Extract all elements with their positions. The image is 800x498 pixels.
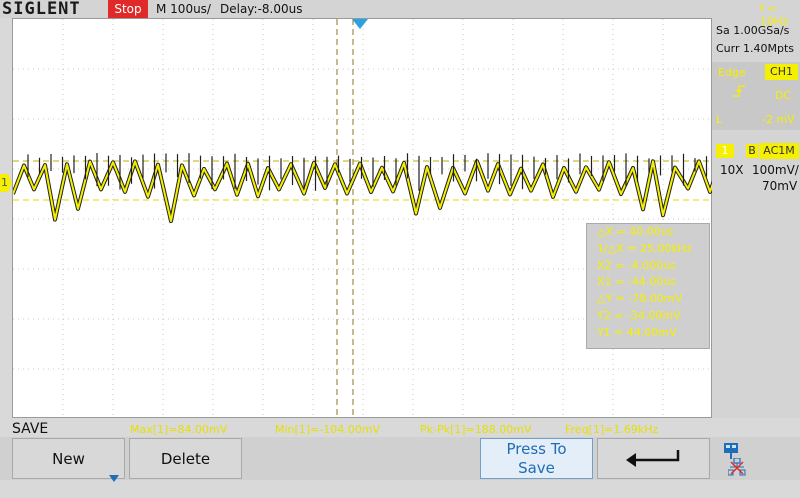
trigger-coupling: DC [775, 89, 792, 102]
channel-number-badge: 1 [716, 144, 734, 158]
cursor-x1: X1 = -44.00us [597, 275, 676, 289]
menu-title: SAVE [12, 421, 49, 437]
trigger-level: -2 mV [762, 113, 795, 126]
rising-edge-icon [732, 84, 746, 101]
probe-ratio: 10X [720, 163, 744, 177]
memory-depth: Curr 1.40Mpts [716, 42, 795, 55]
lan-disconnected-icon [727, 457, 746, 480]
chevron-down-icon [109, 458, 119, 498]
return-arrow-icon [625, 450, 679, 467]
back-button[interactable] [597, 438, 710, 479]
measure-min: Min[1]=-104.00mV [275, 423, 381, 436]
measure-max: Max[1]=84.00mV [130, 423, 228, 436]
channel1-marker-label: 1 [1, 176, 8, 189]
trigger-level-label: L [716, 113, 723, 126]
channel1-trace [13, 160, 713, 223]
waveform-display[interactable] [12, 18, 713, 419]
trigger-frequency: f < 10Hz [760, 2, 789, 28]
channel1-level-marker[interactable]: 1 [0, 174, 12, 192]
new-button-label: New [52, 450, 85, 468]
press-to-save-line1: Press To [506, 440, 567, 458]
delete-button[interactable]: Delete [129, 438, 242, 479]
graticule-grid [13, 19, 713, 419]
cursor-delta-x: △X = 40.00us [597, 225, 674, 238]
cursor-delta-y: △Y = -78.00mV [597, 292, 683, 306]
bandwidth-limit-badge: B [746, 144, 758, 158]
new-button[interactable]: New [12, 438, 125, 482]
press-to-save-line2: Save [518, 459, 555, 477]
channel-coupling-badge: AC1M [759, 143, 799, 159]
delay-readout[interactable]: Delay:-8.00us [220, 2, 303, 16]
run-stop-indicator[interactable]: Stop [108, 0, 148, 18]
trigger-position-marker[interactable] [352, 19, 368, 29]
trigger-source-badge: CH1 [765, 64, 798, 80]
brand-logo: SIGLENT [2, 0, 81, 19]
usb-icon [722, 441, 746, 461]
cursor-inverse-delta-x: 1/△X = 25.00kHz [597, 241, 692, 255]
timebase-readout[interactable]: M 100us/ [156, 2, 211, 16]
measure-pk-pk: Pk-Pk[1]=188.00mV [420, 423, 532, 436]
trace-spikes [27, 153, 708, 191]
cursor-measurement-box: △X = 40.00us 1/△X = 25.00kHz X2 = -4.000… [586, 223, 710, 349]
measure-freq: Freq[1]=1.69kHz [565, 423, 659, 436]
press-to-save-button[interactable]: Press To Save [480, 438, 593, 479]
trigger-type: Edge [718, 66, 746, 79]
cursor-y1: Y1 = 44.00mV [597, 325, 677, 339]
delete-button-label: Delete [160, 450, 211, 468]
cursor-x2: X2 = -4.000us [597, 258, 676, 272]
top-status-bar [0, 0, 800, 18]
waveform-svg [13, 19, 713, 419]
sample-rate: Sa 1.00GSa/s [716, 24, 790, 37]
cursor-y2: Y2 = -34.00mV [597, 308, 681, 322]
channel-offset: 70mV [762, 179, 798, 193]
volts-per-div: 100mV/ [752, 163, 799, 177]
